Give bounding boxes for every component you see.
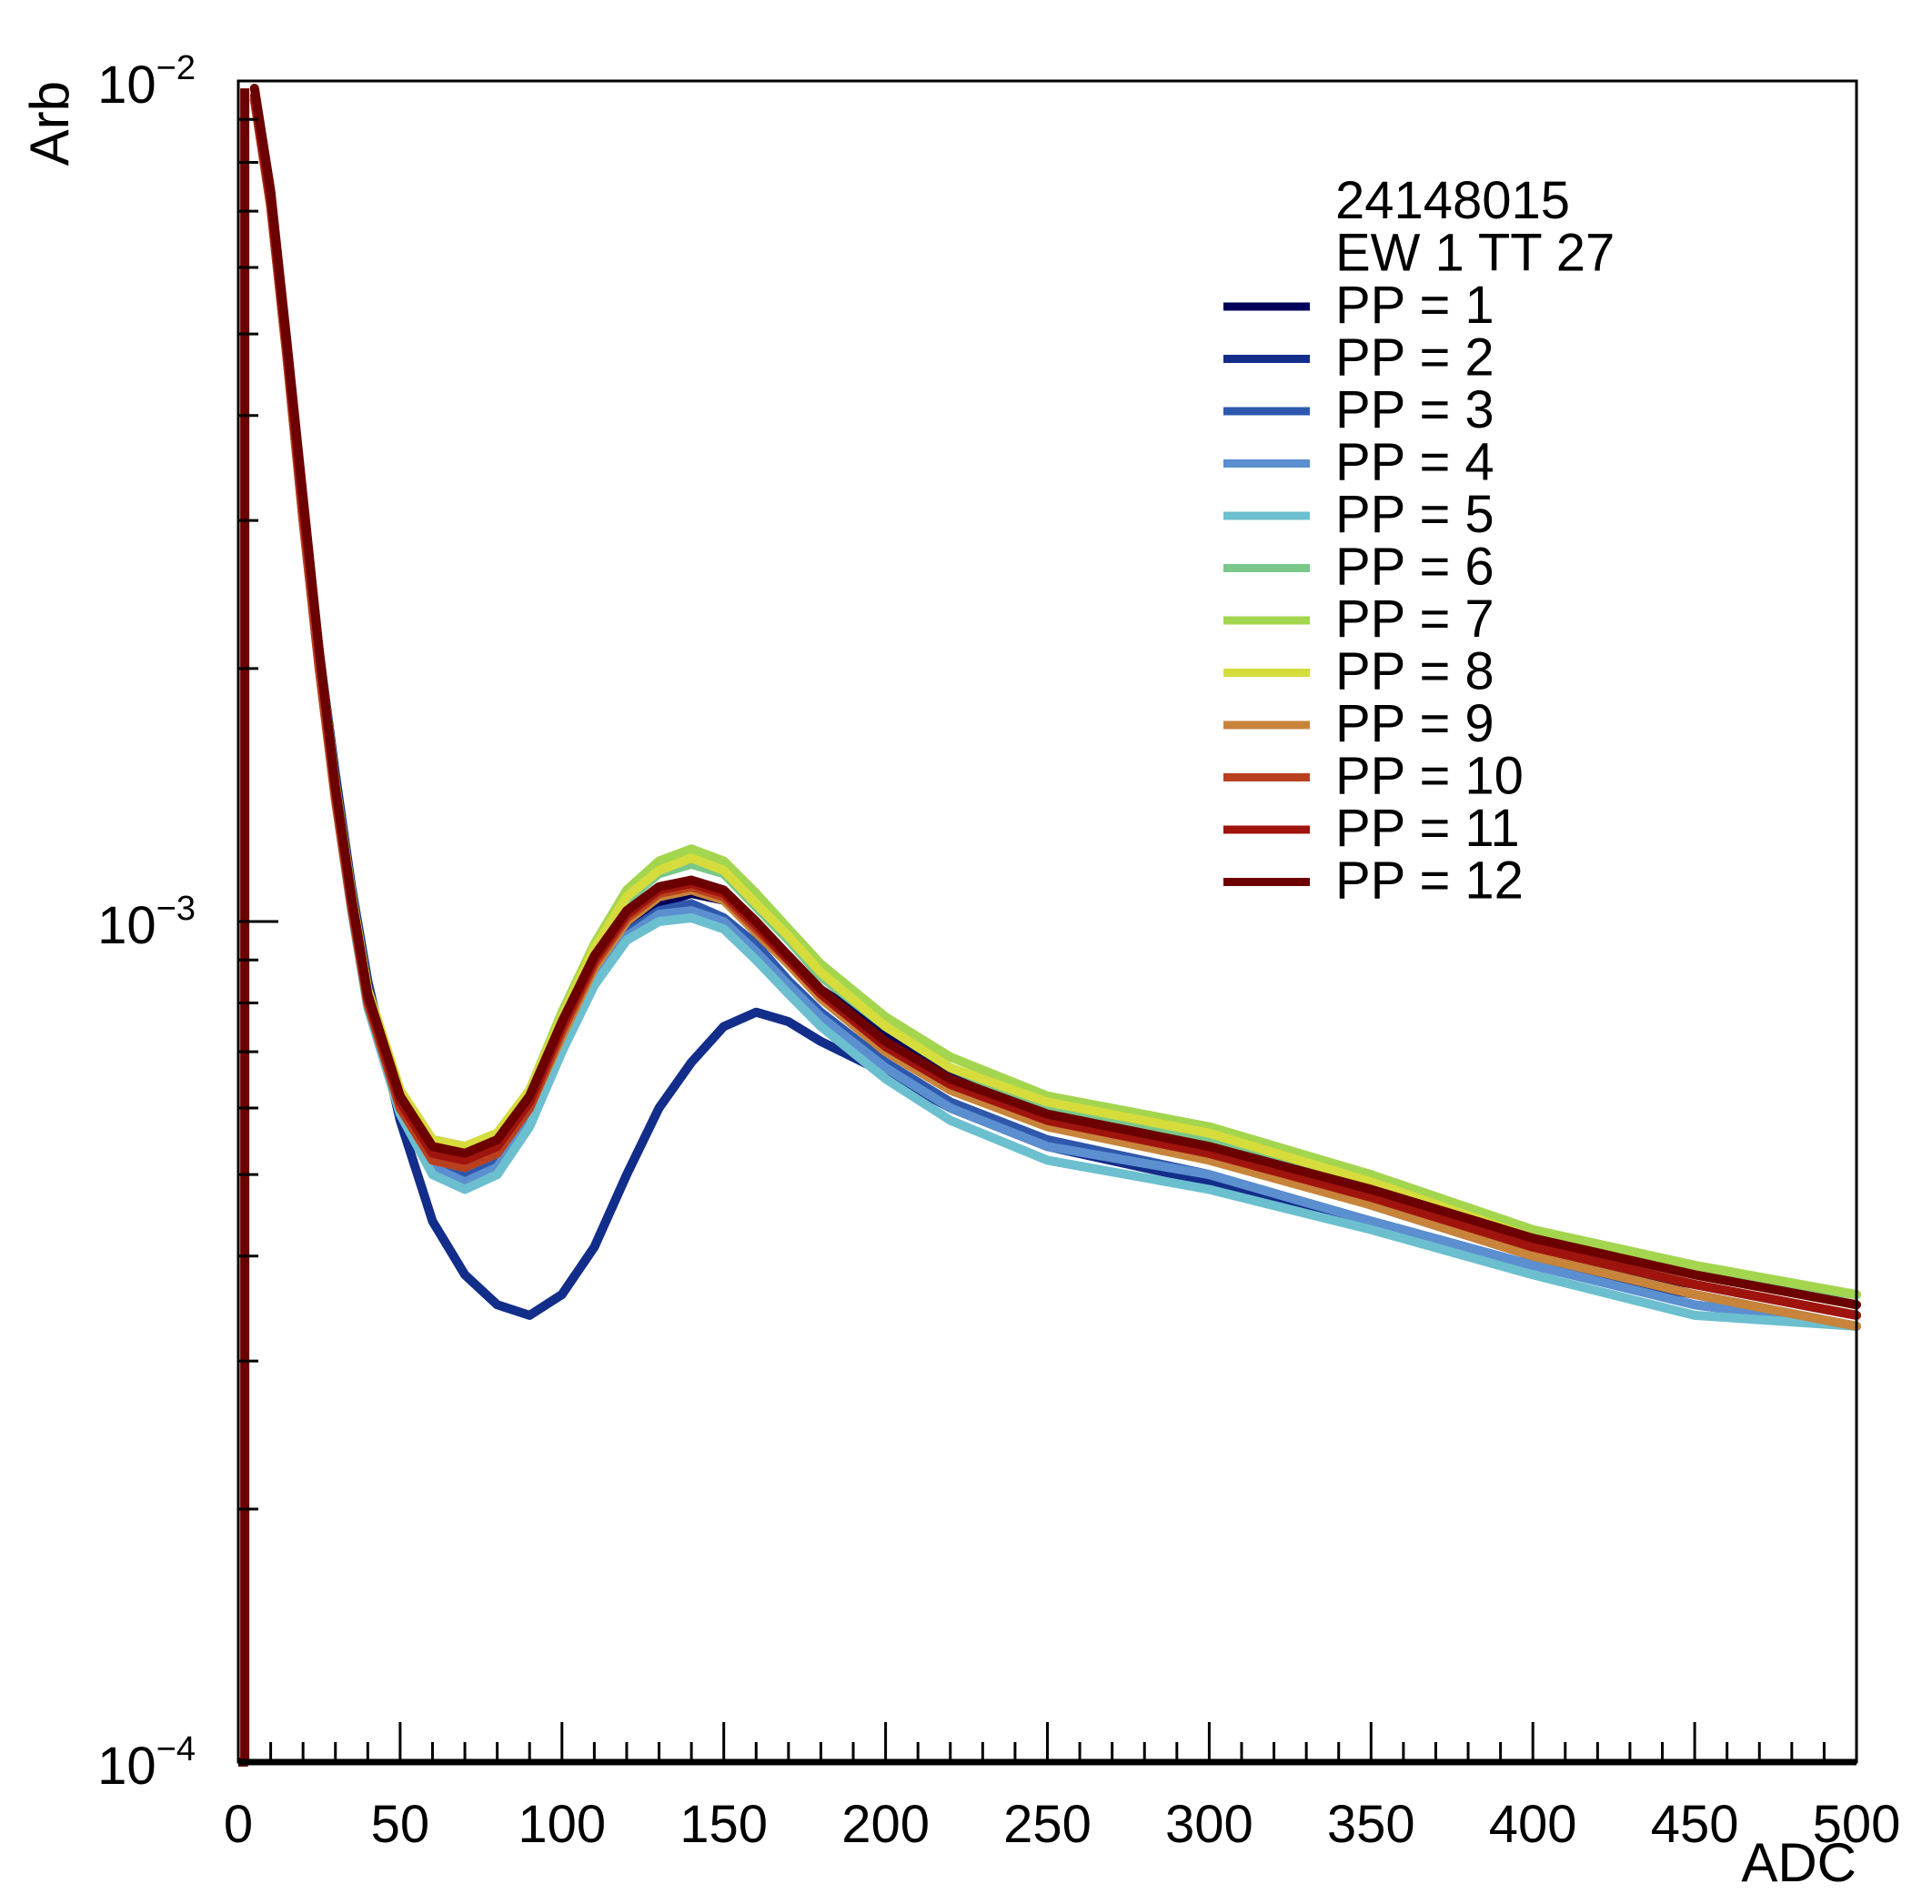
x-tick-label: 350 xyxy=(1327,1795,1415,1854)
legend-label-pp-8: PP = 8 xyxy=(1335,642,1494,701)
legend-run-number: 24148015 xyxy=(1335,171,1570,230)
legend-label-pp-11: PP = 11 xyxy=(1335,799,1520,858)
legend-label-pp-1: PP = 1 xyxy=(1335,276,1494,335)
legend-label-pp-3: PP = 3 xyxy=(1335,380,1494,439)
legend-label-pp-5: PP = 5 xyxy=(1335,485,1494,544)
series-line-pp-12 xyxy=(249,84,1861,1310)
x-tick-label: 400 xyxy=(1489,1795,1577,1854)
axis-layer: 0 50 100 150 200 250 300 350 400 450 500 10−2 10−3 10… xyxy=(97,49,1900,1854)
legend-label-pp-12: PP = 12 xyxy=(1335,851,1524,911)
legend-label-pp-7: PP = 7 xyxy=(1335,589,1494,649)
x-tick-label: 300 xyxy=(1165,1795,1253,1854)
x-tick-label: 500 xyxy=(1813,1795,1901,1854)
legend-label-pp-9: PP = 9 xyxy=(1335,694,1494,753)
legend-label-pp-4: PP = 4 xyxy=(1335,433,1494,492)
y-tick-label: 10−3 xyxy=(97,890,196,955)
x-tick-label: 450 xyxy=(1651,1795,1739,1854)
x-tick-label: 250 xyxy=(1003,1795,1092,1854)
x-tick-label: 100 xyxy=(518,1795,606,1854)
y-tick-label: 10−4 xyxy=(97,1730,196,1796)
x-tick-label: 200 xyxy=(841,1795,930,1854)
legend-label-pp-10: PP = 10 xyxy=(1335,747,1524,806)
y-axis-title: Arb xyxy=(19,81,80,166)
legend-label-pp-6: PP = 6 xyxy=(1335,538,1494,597)
series-layer xyxy=(238,84,1861,1767)
x-tick-label: 150 xyxy=(679,1795,768,1854)
x-tick-label: 0 xyxy=(224,1795,253,1854)
x-axis-title: ADC xyxy=(1741,1832,1857,1893)
legend-channel-label: EW 1 TT 27 xyxy=(1335,224,1615,283)
x-tick-label: 50 xyxy=(371,1795,430,1854)
legend-label-pp-2: PP = 2 xyxy=(1335,328,1494,388)
y-tick-label: 10−2 xyxy=(97,49,196,115)
